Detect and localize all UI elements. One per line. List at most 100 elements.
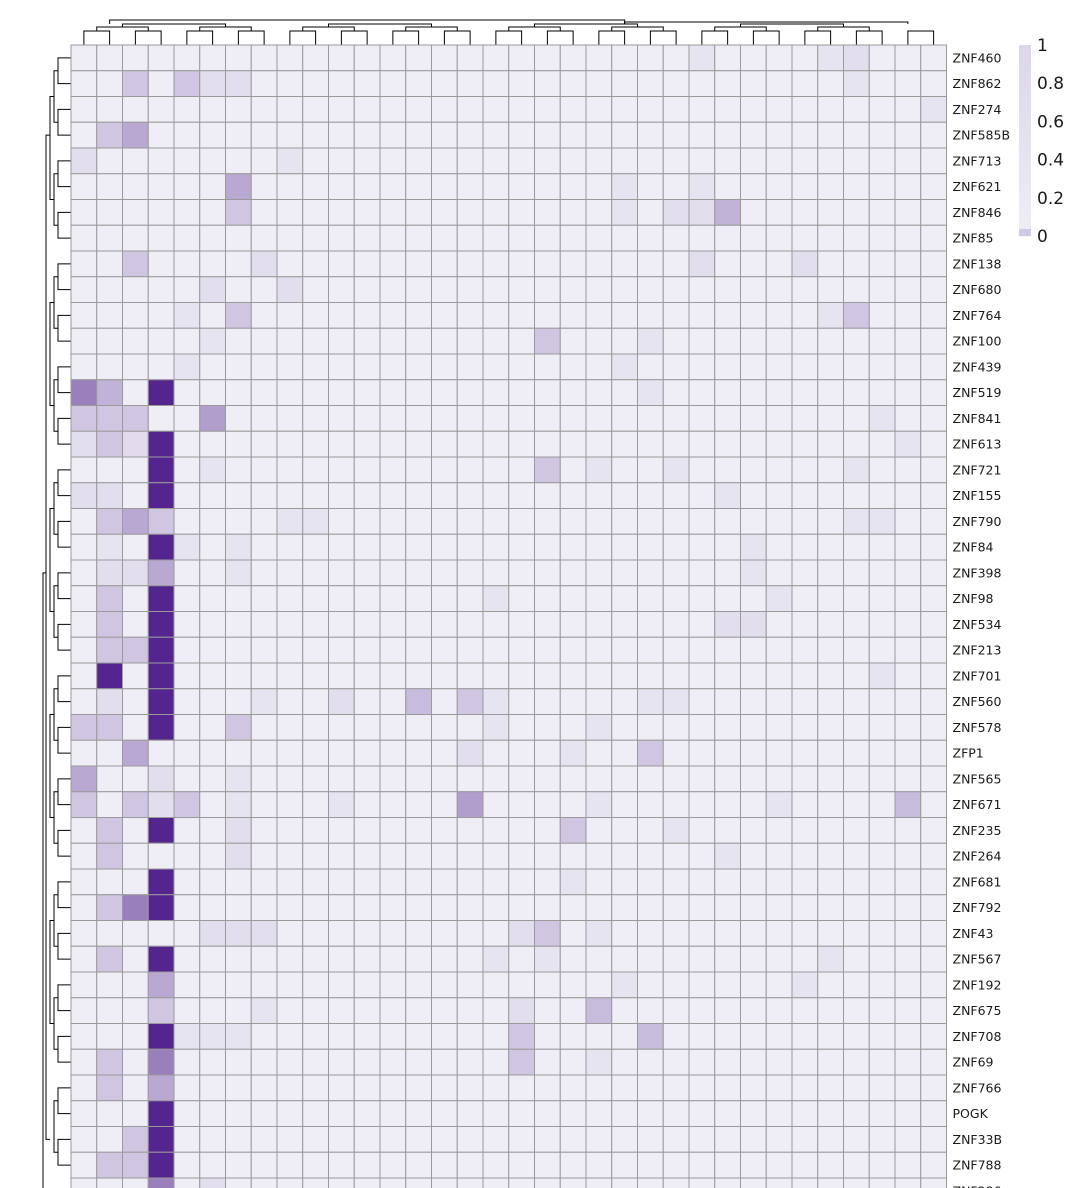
heatmap-cell (250, 1074, 278, 1102)
heatmap-cell (662, 945, 690, 973)
heatmap-cell (559, 147, 587, 175)
heatmap-cell (662, 250, 690, 278)
heatmap-cell (482, 662, 510, 690)
heatmap-cell (379, 1048, 407, 1076)
heatmap-cell (508, 1126, 535, 1153)
heatmap-cell (714, 44, 741, 72)
heatmap-cell (431, 739, 458, 767)
heatmap-cell (250, 302, 278, 329)
heatmap-cell (611, 636, 638, 664)
heatmap-cell (637, 585, 664, 612)
heatmap-cell (225, 894, 252, 921)
heatmap-cell (96, 353, 123, 381)
heatmap-cell (765, 971, 793, 999)
row-label: ZNF846 (953, 205, 1002, 220)
heatmap-cell (662, 70, 690, 97)
heatmap-cell (199, 482, 226, 509)
heatmap-cell (199, 868, 226, 896)
heatmap-cell (379, 765, 407, 793)
heatmap-cell (817, 559, 844, 587)
heatmap-cell (225, 121, 252, 149)
heatmap-cell (688, 997, 716, 1024)
row-label: ZNF560 (953, 694, 1002, 709)
heatmap-cell (173, 842, 201, 870)
dendrogram-branch (57, 778, 71, 806)
heatmap-cell (714, 302, 741, 329)
heatmap-cell (688, 173, 716, 200)
heatmap-cell (559, 173, 587, 200)
legend-tick-label: 0.2 (1037, 189, 1064, 209)
heatmap-cell (662, 353, 690, 381)
heatmap-cell (611, 533, 638, 561)
heatmap-cell (817, 842, 844, 870)
heatmap-cell (637, 199, 664, 226)
heatmap-cell (250, 533, 278, 561)
heatmap-cell (431, 405, 458, 432)
heatmap-cell (894, 971, 922, 999)
heatmap-cell (791, 533, 819, 561)
heatmap-cell (225, 1100, 252, 1127)
heatmap-cell (714, 121, 741, 149)
heatmap-cell (122, 817, 149, 844)
heatmap-cell (637, 353, 664, 381)
heatmap-cell (250, 559, 278, 587)
heatmap-cell (199, 559, 226, 587)
heatmap-cell (791, 199, 819, 226)
heatmap-cell (843, 199, 870, 226)
heatmap-cell (791, 224, 819, 252)
heatmap-cell (431, 327, 458, 355)
heatmap-cell (868, 276, 896, 303)
dendrogram-branch (49, 508, 54, 612)
heatmap-cell (791, 971, 819, 999)
heatmap-cell (173, 1023, 201, 1050)
heatmap-cell (482, 1151, 510, 1179)
heatmap-cell (225, 224, 252, 252)
heatmap-cell (534, 765, 561, 793)
heatmap-cell (173, 894, 201, 921)
heatmap-cell (405, 1074, 432, 1102)
dendrogram-branch (53, 173, 58, 226)
heatmap-cell (894, 250, 922, 278)
heatmap-cell (559, 405, 587, 432)
heatmap-cell (225, 533, 252, 561)
dendrogram-branch (289, 30, 317, 45)
heatmap-cell (637, 765, 664, 793)
heatmap-cell (276, 224, 304, 252)
heatmap-cell (920, 791, 947, 818)
heatmap-cell (482, 276, 510, 303)
heatmap-cell (843, 1151, 870, 1179)
heatmap-cell (585, 250, 613, 278)
heatmap-cell (740, 147, 767, 175)
heatmap-cell (765, 276, 793, 303)
heatmap-cell (70, 765, 98, 793)
heatmap-cell (740, 276, 767, 303)
legend-color-step (1019, 212, 1031, 218)
heatmap-cell (276, 945, 304, 973)
heatmap-cell (199, 894, 226, 921)
heatmap-cell (534, 44, 561, 72)
heatmap-cell (508, 508, 535, 535)
heatmap-cell (688, 70, 716, 97)
heatmap-cell (559, 817, 587, 844)
heatmap-cell (791, 147, 819, 175)
heatmap-cell (96, 791, 123, 818)
heatmap-cell (122, 765, 149, 793)
heatmap-cell (379, 70, 407, 97)
heatmap-cell (122, 1074, 149, 1102)
heatmap-cell (817, 739, 844, 767)
heatmap-cell (688, 559, 716, 587)
heatmap-cell (740, 662, 767, 690)
heatmap-cell (765, 739, 793, 767)
heatmap-cell (250, 250, 278, 278)
heatmap-cell (559, 997, 587, 1024)
heatmap-cell (585, 636, 613, 664)
heatmap-cell (688, 945, 716, 973)
heatmap-cell (765, 997, 793, 1024)
legend-tick-label: 0.8 (1037, 74, 1064, 94)
heatmap-cell (843, 585, 870, 612)
heatmap-cell (740, 353, 767, 381)
heatmap-cell (894, 199, 922, 226)
heatmap-cell (765, 559, 793, 587)
dendrogram-branch (49, 302, 54, 406)
heatmap-cell (96, 199, 123, 226)
